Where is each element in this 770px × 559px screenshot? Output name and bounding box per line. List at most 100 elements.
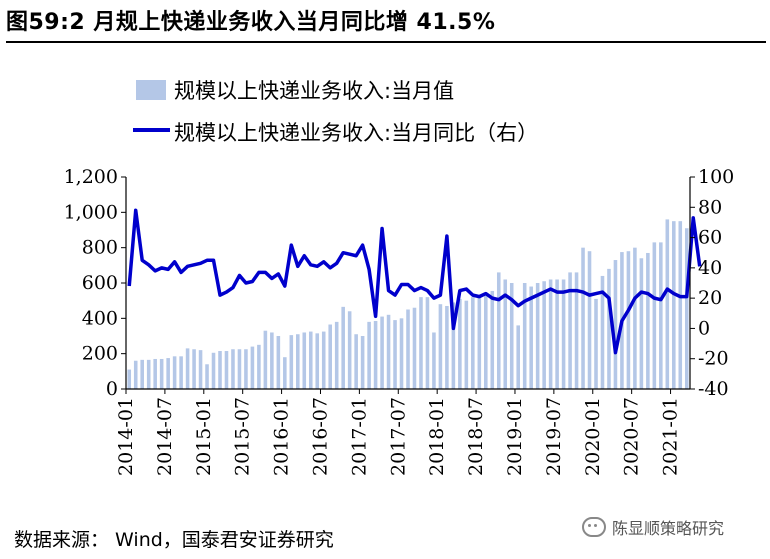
bar	[529, 286, 533, 389]
bar	[244, 349, 248, 389]
bar	[412, 307, 417, 389]
bar	[315, 333, 320, 389]
bar	[555, 279, 559, 389]
bar	[192, 349, 196, 389]
bar	[399, 318, 404, 389]
bar	[328, 324, 332, 389]
watermark-text: 陈显顺策略研究	[612, 519, 725, 538]
bar	[445, 305, 449, 389]
bar	[321, 331, 326, 389]
x-tick-label: 2015-01	[193, 397, 215, 476]
bar	[542, 281, 546, 389]
y-right-tick-label: -40	[698, 378, 729, 400]
bar	[561, 279, 566, 389]
bar	[535, 283, 540, 389]
bar	[477, 298, 482, 389]
bar	[179, 356, 183, 389]
legend: 规模以上快递业务收入:当月值 规模以上快递业务收入:当月同比（右）	[133, 79, 538, 145]
bar	[140, 359, 144, 389]
bar	[574, 272, 579, 389]
bar	[432, 332, 436, 389]
bar	[451, 302, 456, 389]
bar	[639, 258, 644, 389]
y-left-tick-label: 200	[82, 343, 118, 365]
bar	[347, 311, 352, 389]
x-tick-label: 2019-01	[504, 397, 526, 476]
bar	[334, 321, 339, 389]
y-left-tick-label: 1,000	[64, 201, 118, 223]
bar	[678, 221, 683, 389]
bar	[509, 283, 514, 389]
bar	[153, 358, 157, 389]
source-note: 数据来源： Wind，国泰君安证券研究	[14, 529, 334, 551]
x-tick-label: 2017-07	[387, 397, 409, 476]
bar	[367, 321, 371, 389]
y-left-tick-label: 0	[106, 378, 118, 400]
bar	[458, 298, 462, 389]
y-left-tick-label: 600	[82, 272, 118, 294]
y-right-tick-label: 100	[698, 166, 734, 188]
bar	[302, 332, 307, 389]
y-right-tick-label: 40	[698, 257, 722, 279]
legend-label-bar: 规模以上快递业务收入:当月值	[174, 79, 454, 103]
bar	[127, 369, 132, 389]
bar	[224, 351, 229, 389]
bar	[665, 219, 670, 389]
bar-series	[127, 219, 689, 389]
chart: 规模以上快递业务收入:当月值 规模以上快递业务收入:当月同比（右） 0 200 40…	[64, 79, 735, 476]
bar	[646, 252, 650, 389]
bar	[464, 300, 469, 389]
legend-label-line: 规模以上快递业务收入:当月同比（右）	[174, 121, 538, 145]
bar	[587, 251, 592, 389]
bar	[380, 316, 384, 389]
bar	[613, 260, 618, 389]
bar	[250, 346, 255, 389]
bar	[263, 330, 268, 389]
bar	[633, 247, 637, 389]
bar	[516, 325, 520, 389]
bar	[548, 279, 553, 389]
bar	[496, 272, 501, 389]
bar	[296, 334, 300, 389]
bar	[386, 314, 391, 389]
bar	[626, 251, 631, 389]
bar	[146, 359, 151, 389]
bar	[393, 320, 397, 389]
bar	[607, 268, 611, 389]
bar	[406, 309, 410, 389]
bar	[503, 279, 508, 389]
bar	[270, 332, 274, 389]
x-tick-label: 2016-01	[271, 397, 293, 476]
bar	[484, 295, 488, 389]
bar	[341, 306, 345, 389]
bar	[159, 358, 164, 389]
bar	[205, 364, 209, 389]
bar	[231, 349, 235, 389]
y-axis-left-ticks: 0 200 400 600 800 1,000 1,200	[64, 166, 126, 400]
bar	[659, 242, 663, 389]
y-right-tick-label: 60	[698, 227, 722, 249]
bar	[425, 297, 430, 389]
x-axis-ticks: 2014-01 2014-07 2015-01 2015-07 2016-01 2016-…	[115, 389, 682, 476]
y-left-tick-label: 400	[82, 307, 118, 329]
bar	[360, 336, 365, 389]
x-tick-label: 2018-01	[426, 397, 448, 476]
y-left-tick-label: 1,200	[64, 166, 118, 188]
y-axis-right-ticks: -40 -20 0 20 40 60 80 100	[690, 166, 734, 400]
bar	[490, 290, 495, 389]
x-tick-label: 2019-07	[543, 397, 565, 476]
y-right-tick-label: 20	[698, 287, 722, 309]
bar	[471, 297, 475, 389]
bar	[218, 351, 222, 389]
bar	[652, 242, 657, 389]
x-tick-label: 2020-01	[582, 397, 604, 476]
bar	[185, 348, 190, 389]
y-right-tick-label: -20	[698, 348, 729, 370]
bar	[198, 350, 203, 389]
bar	[354, 334, 358, 389]
bar	[581, 247, 585, 389]
x-tick-label: 2015-07	[232, 397, 254, 476]
line-series	[127, 208, 702, 355]
y-right-tick-label: 80	[698, 196, 722, 218]
bar	[211, 352, 216, 389]
